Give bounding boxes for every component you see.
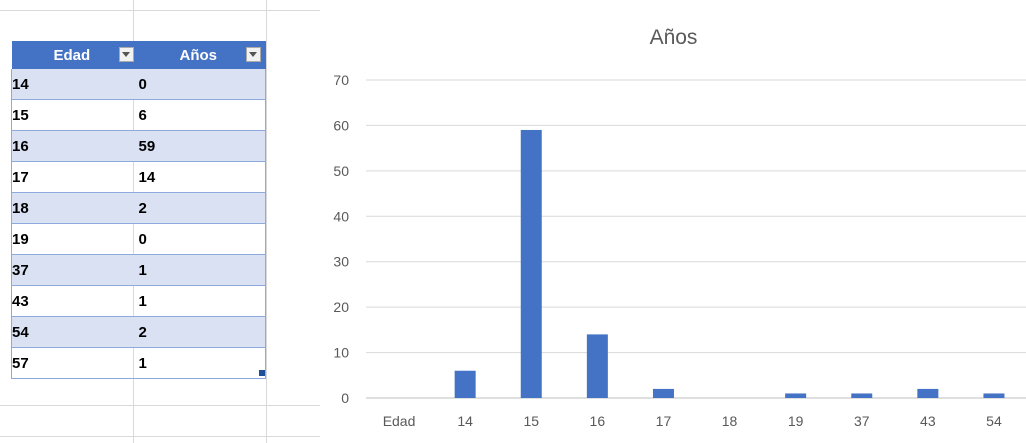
cell-edad[interactable]: 43 (11, 285, 139, 317)
table-row: 18 2 (11, 192, 266, 224)
table-row: 14 0 (11, 69, 266, 100)
x-tick-label: 18 (722, 413, 738, 429)
bar[interactable] (520, 129, 542, 398)
cell-edad[interactable]: 57 (11, 347, 139, 379)
y-tick-label: 70 (333, 72, 349, 88)
gridline (0, 10, 320, 11)
gridline (0, 436, 320, 437)
filter-dropdown-icon[interactable] (245, 47, 261, 62)
header-anos-label: Años (179, 46, 218, 64)
cell-anos[interactable]: 1 (138, 285, 266, 317)
table-row: 16 59 (11, 130, 266, 162)
bar[interactable] (586, 334, 608, 398)
cell-anos[interactable]: 0 (138, 223, 266, 255)
cell-edad[interactable]: 17 (11, 161, 139, 193)
cell-anos[interactable]: 2 (138, 192, 266, 224)
data-table: Edad Años 14 0 15 6 (11, 41, 266, 379)
cell-edad[interactable]: 19 (11, 223, 139, 255)
table-resize-handle[interactable] (259, 370, 265, 376)
x-tick-label: Edad (383, 413, 416, 429)
bar[interactable] (983, 393, 1005, 398)
x-tick-label: 54 (986, 413, 1002, 429)
gridline (266, 0, 267, 443)
cell-anos[interactable]: 2 (138, 316, 266, 348)
cell-edad[interactable]: 54 (11, 316, 139, 348)
y-tick-label: 0 (341, 390, 349, 406)
chart-plot-area: 0 10 20 30 40 50 60 70 Edad 14 15 16 17 18 19 37 43 54 (333, 72, 1026, 429)
table-row: 17 14 (11, 161, 266, 193)
table-header-row: Edad Años (11, 41, 266, 69)
bar[interactable] (851, 393, 873, 398)
gridline (0, 405, 320, 406)
table-row: 43 1 (11, 285, 266, 317)
table-row: 37 1 (11, 254, 266, 286)
table-row: 19 0 (11, 223, 266, 255)
bar[interactable] (454, 370, 476, 398)
y-tick-label: 10 (333, 345, 349, 361)
x-tick-label: 16 (590, 413, 606, 429)
chart-title: Años (649, 26, 698, 49)
x-tick-label: 15 (523, 413, 539, 429)
x-tick-label: 14 (457, 413, 473, 429)
y-tick-label: 30 (333, 254, 349, 270)
header-edad-label: Edad (53, 46, 91, 64)
cell-edad[interactable]: 37 (11, 254, 139, 286)
cell-edad[interactable]: 15 (11, 99, 139, 131)
bar-chart[interactable]: Años 0 10 20 30 40 50 60 70 Edad 14 15 16 17 18 19 37 43… (321, 0, 1026, 443)
y-tick-label: 40 (333, 208, 349, 224)
header-edad[interactable]: Edad (11, 41, 139, 69)
bar[interactable] (785, 393, 807, 398)
cell-anos[interactable]: 0 (138, 69, 266, 100)
y-tick-label: 50 (333, 163, 349, 179)
table-row: 57 1 (11, 347, 266, 379)
bar[interactable] (652, 388, 674, 398)
cell-anos[interactable]: 1 (138, 347, 266, 379)
table-row: 15 6 (11, 99, 266, 131)
cell-edad[interactable]: 14 (11, 69, 139, 100)
filter-dropdown-icon[interactable] (118, 47, 134, 62)
x-tick-label: 43 (920, 413, 936, 429)
y-tick-label: 60 (333, 117, 349, 133)
y-tick-label: 20 (333, 299, 349, 315)
cell-edad[interactable]: 18 (11, 192, 139, 224)
x-tick-label: 37 (854, 413, 870, 429)
bar[interactable] (917, 388, 939, 398)
worksheet-grid[interactable]: Edad Años 14 0 15 6 (0, 0, 320, 443)
cell-edad[interactable]: 16 (11, 130, 139, 162)
cell-anos[interactable]: 59 (138, 130, 266, 162)
cell-anos[interactable]: 6 (138, 99, 266, 131)
x-tick-label: 17 (656, 413, 672, 429)
header-anos[interactable]: Años (138, 41, 266, 69)
cell-anos[interactable]: 14 (138, 161, 266, 193)
x-tick-label: 19 (788, 413, 804, 429)
cell-anos[interactable]: 1 (138, 254, 266, 286)
table-row: 54 2 (11, 316, 266, 348)
